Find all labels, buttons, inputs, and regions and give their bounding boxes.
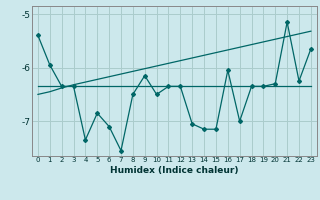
X-axis label: Humidex (Indice chaleur): Humidex (Indice chaleur) — [110, 166, 239, 175]
